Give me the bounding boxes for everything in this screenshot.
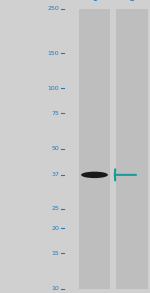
Text: 250: 250 bbox=[48, 6, 59, 11]
Text: 1: 1 bbox=[92, 0, 97, 3]
Text: 15: 15 bbox=[51, 251, 59, 256]
Text: 2: 2 bbox=[130, 0, 134, 3]
Text: 50: 50 bbox=[51, 146, 59, 151]
Text: 25: 25 bbox=[51, 207, 59, 212]
Text: 100: 100 bbox=[48, 86, 59, 91]
Ellipse shape bbox=[81, 172, 108, 178]
Text: 20: 20 bbox=[51, 226, 59, 231]
Bar bbox=[79, 9, 110, 289]
Text: 150: 150 bbox=[48, 51, 59, 56]
Text: 37: 37 bbox=[51, 172, 59, 177]
Text: 10: 10 bbox=[51, 286, 59, 291]
Text: 75: 75 bbox=[51, 111, 59, 116]
Bar bbox=[116, 9, 148, 289]
